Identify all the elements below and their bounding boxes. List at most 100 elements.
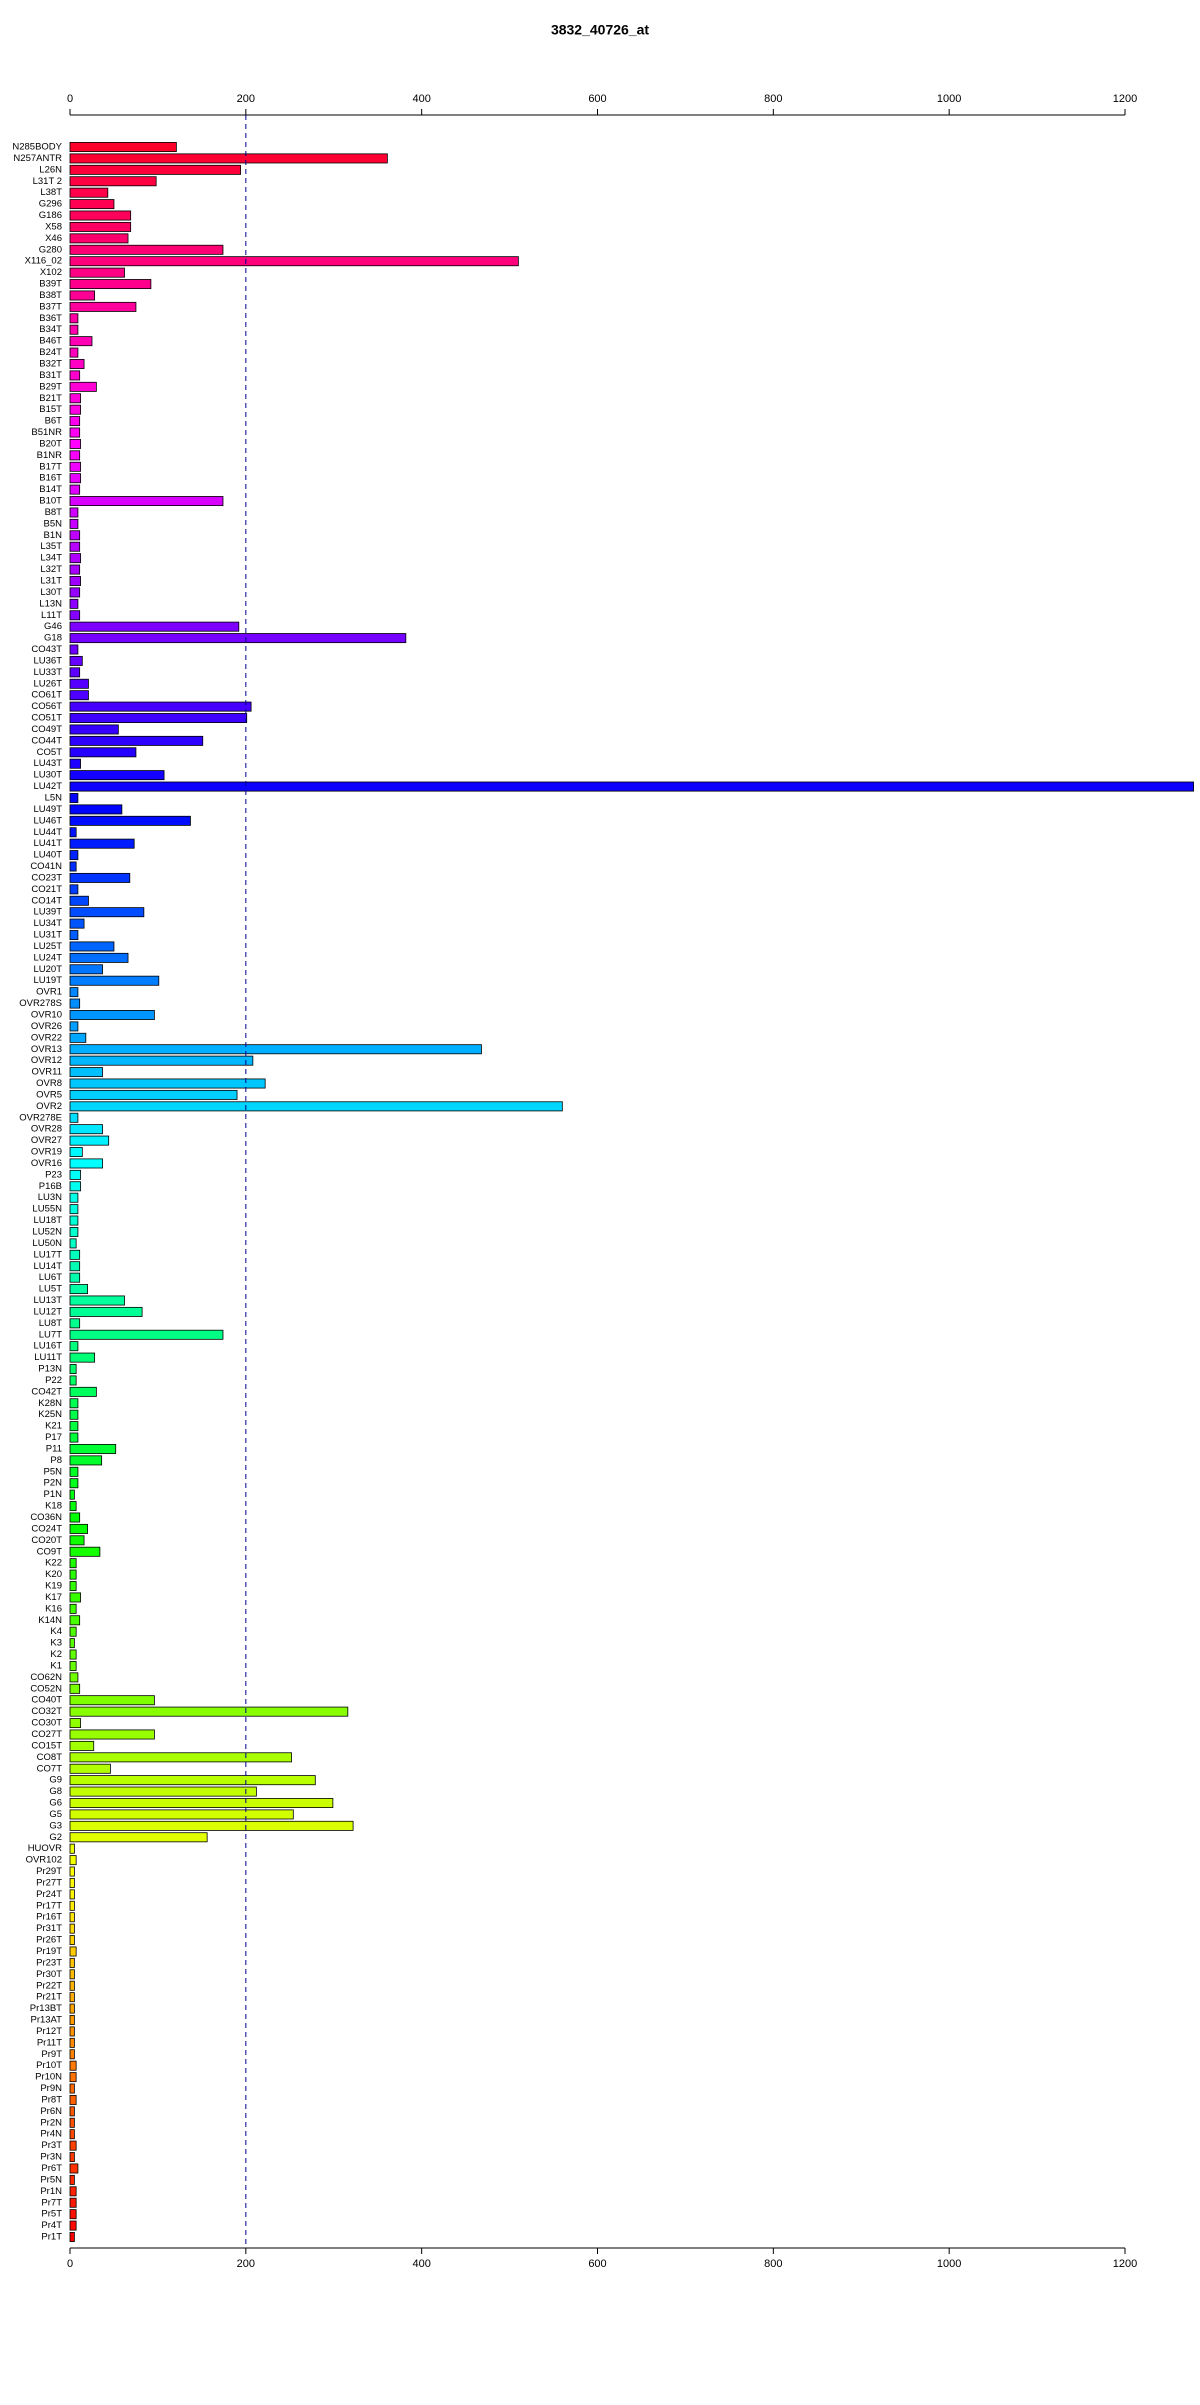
bar [69,404,81,415]
bar [69,667,81,678]
y-tick-label: OVR2 [36,1101,62,1112]
y-tick-label: CO7T [37,1763,63,1774]
y-tick-label: Pr17T [36,1900,62,1911]
bar [69,758,81,769]
y-tick-label: LU26T [33,678,62,689]
bar [69,301,137,312]
bar [69,1455,103,1466]
bar [69,1112,79,1123]
y-tick-label: L31T 2 [33,176,62,187]
y-tick-label: LU18T [33,1215,62,1226]
y-tick-label: B21T [39,393,62,404]
y-tick-label: Pr1T [41,2232,62,2243]
bar [69,1261,81,1272]
bar [69,1010,155,1020]
y-tick-label: LU6T [39,1272,62,1283]
bar [69,427,81,438]
y-tick-label: G9 [49,1775,62,1786]
bar [69,2152,75,2163]
bar [69,2072,77,2083]
bar [69,2209,77,2220]
bar [69,804,123,815]
x-tick-label: 600 [588,93,606,105]
bar [69,1638,75,1649]
bar [69,1204,79,1215]
bar [69,2003,75,2014]
x-tick-label: 1000 [937,2258,961,2270]
y-tick-label: Pr9N [40,2083,62,2094]
bar [69,1192,79,1203]
y-tick-label: Pr11T [37,2037,62,2048]
bar [69,1021,79,1032]
bar [69,2197,77,2208]
bar [69,1786,257,1797]
bar [69,210,132,221]
y-tick-label: LU33T [33,667,62,678]
y-tick-label: B24T [39,347,62,358]
y-tick-label: Pr5T [41,2209,62,2220]
y-tick-label: OVR16 [31,1158,62,1169]
y-tick-label: B36T [39,313,62,324]
y-tick-label: OVR27 [31,1135,62,1146]
x-tick-label: 1200 [1113,2258,1137,2270]
y-tick-label: B5N [44,518,63,529]
y-tick-label: Pr13AT [30,2015,62,2026]
y-tick-label: L26N [39,164,62,175]
bar [69,461,81,472]
y-tick-label: B1N [44,530,63,541]
bar [69,1535,85,1546]
bar [69,770,165,781]
bar [69,564,81,575]
y-tick-label: K28N [38,1398,62,1409]
y-tick-label: LU8T [39,1318,62,1329]
y-tick-label: L38T [40,187,62,198]
bar [69,621,240,632]
bar [69,176,157,187]
y-tick-label: P1N [44,1489,63,1500]
bar [69,1649,77,1660]
y-tick-label: CO52N [30,1683,62,1694]
bar [69,336,93,347]
x-tick-label: 800 [764,2258,782,2270]
y-tick-label: B8T [45,507,63,518]
bar [69,1147,83,1157]
y-tick-label: LU12T [33,1306,62,1317]
y-tick-label: CO42T [31,1386,62,1397]
y-tick-label: LU25T [33,941,62,952]
bar [69,473,81,484]
bar [69,1672,79,1683]
y-tick-label: B32T [39,359,62,370]
y-tick-label: LU17T [33,1249,62,1260]
x-tick-label: 800 [764,93,782,105]
y-tick-label: CO56T [31,701,62,712]
y-tick-label: G2 [49,1832,62,1843]
bar [69,998,81,1009]
y-tick-label: K20 [45,1569,62,1580]
bar [69,1181,81,1192]
bar [69,701,252,712]
y-tick-label: Pr31T [36,1923,62,1934]
bar [69,975,160,986]
bar [69,1718,81,1729]
y-tick-label: K17 [45,1592,62,1603]
bar [69,1969,75,1980]
bar [69,1752,292,1763]
bar [69,644,79,655]
bar [69,1603,77,1614]
bar [69,1660,77,1671]
bar [69,164,241,175]
bar [69,1809,294,1820]
x-tick-label: 1000 [937,93,961,105]
y-tick-label: CO44T [31,735,62,746]
bar [69,838,135,849]
y-tick-label: G8 [49,1786,62,1797]
bar [69,793,79,803]
bar [69,2060,77,2071]
y-tick-label: P13N [38,1364,62,1375]
bar [69,1740,95,1751]
bar [69,1615,81,1626]
y-tick-label: L35T [40,541,62,552]
y-tick-label: L5N [45,792,63,803]
bar [69,2117,75,2128]
bar [69,1466,79,1477]
